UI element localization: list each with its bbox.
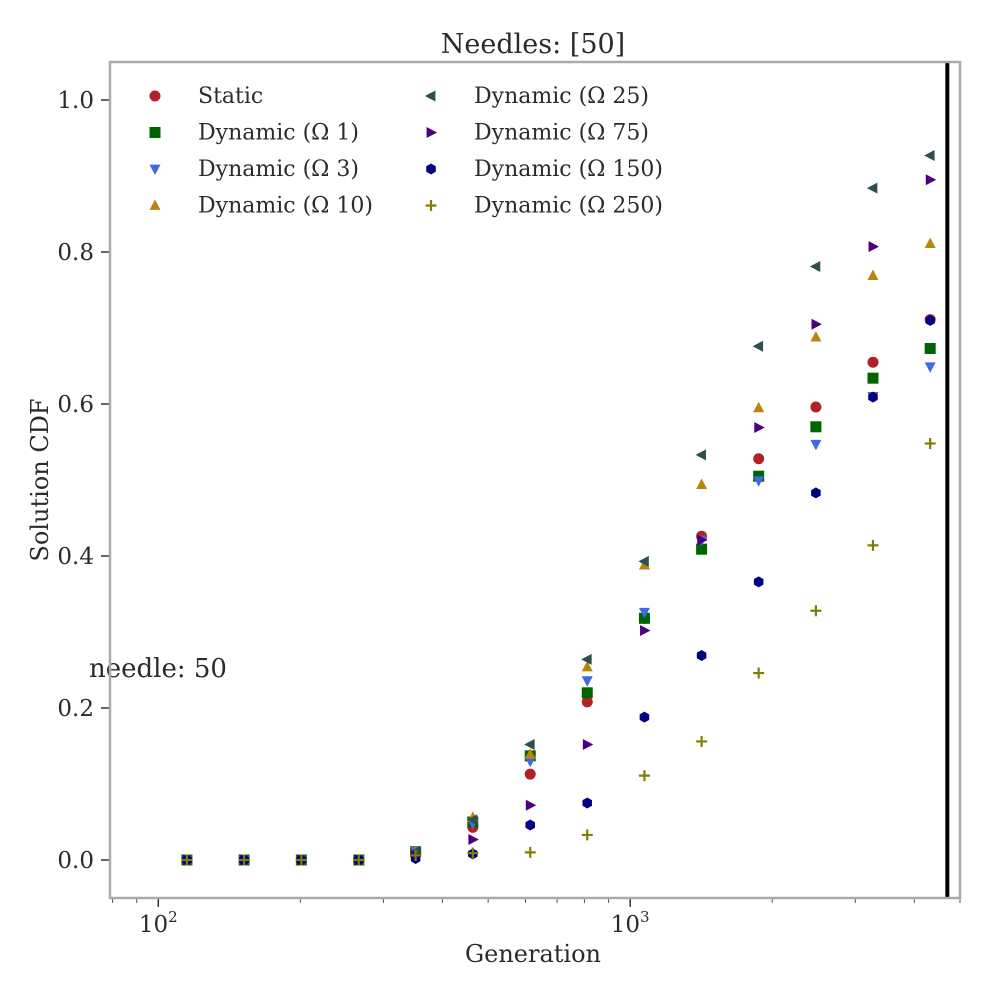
data-point-series-6 <box>925 174 937 186</box>
data-point-series-3 <box>924 362 936 373</box>
legend-label: Dynamic (Ω 250) <box>474 194 663 219</box>
data-point-series-4 <box>696 478 708 489</box>
data-point-series-7 <box>639 711 650 723</box>
legend-marker <box>149 90 161 102</box>
data-point-series-7 <box>925 314 935 326</box>
data-point-series-8 <box>581 829 593 841</box>
legend-marker <box>424 90 436 102</box>
x-tick-label: 103 <box>611 908 650 938</box>
y-tick-label: 0.6 <box>57 392 94 418</box>
chart-title: Needles: [50] <box>441 29 625 60</box>
y-tick-label: 0.0 <box>57 848 94 874</box>
legend-marker <box>426 163 436 175</box>
data-point-series-6 <box>468 833 479 845</box>
data-point-series-2 <box>753 470 765 482</box>
data-point-series-5 <box>581 653 592 665</box>
data-point-series-8 <box>467 847 479 859</box>
legend-marker <box>425 200 437 211</box>
data-point-series-7 <box>868 391 878 403</box>
data-point-series-6 <box>868 241 880 253</box>
data-point-series-4 <box>867 269 879 280</box>
data-point-series-2 <box>581 687 593 699</box>
legend-label: Dynamic (Ω 10) <box>198 194 373 219</box>
data-point-series-4 <box>753 401 765 413</box>
data-point-series-5 <box>638 555 649 567</box>
y-tick-label: 1.0 <box>57 88 94 114</box>
data-point-series-8 <box>524 846 536 858</box>
legend-marker <box>149 164 161 176</box>
needle-annotation: needle: 50 <box>89 654 227 684</box>
data-point-series-5 <box>866 182 878 194</box>
data-point-series-4 <box>524 748 536 759</box>
data-point-series-1 <box>810 401 822 413</box>
data-point-series-2 <box>696 543 708 555</box>
data-point-series-8 <box>867 539 879 551</box>
data-point-series-7 <box>696 650 707 662</box>
data-point-series-8 <box>638 770 650 782</box>
legend: Static Dynamic (Ω 1) Dynamic (Ω 3) Dynamic … <box>149 84 663 219</box>
data-point-series-8 <box>238 854 250 866</box>
data-point-series-7 <box>525 819 535 831</box>
data-point-series-2 <box>867 372 879 384</box>
data-point-series-6 <box>811 318 822 330</box>
data-point-series-1 <box>753 453 765 465</box>
data-point-series-4 <box>581 660 593 672</box>
data-point-series-3 <box>524 756 536 768</box>
data-point-series-8 <box>924 438 936 450</box>
y-tick-label: 0.8 <box>57 240 94 266</box>
data-point-series-7 <box>753 576 764 588</box>
legend-label: Dynamic (Ω 75) <box>474 121 649 146</box>
axis-ticks: 0.0 0.2 0.4 0.6 0.8 1.0 102 103 <box>57 88 961 938</box>
data-point-series-5 <box>924 149 935 161</box>
legend-marker <box>149 127 161 138</box>
data-point-series-6 <box>582 738 594 750</box>
x-axis-label: Generation <box>465 940 601 968</box>
data-point-series-3 <box>810 439 822 451</box>
x-tick-label: 102 <box>139 908 178 938</box>
legend-label: Static <box>198 84 263 109</box>
plot-frame <box>108 60 962 900</box>
data-point-series-5 <box>466 814 478 826</box>
y-tick-label: 0.2 <box>57 696 94 722</box>
data-point-series-1 <box>524 768 536 780</box>
data-points <box>180 149 937 867</box>
data-point-series-5 <box>524 738 535 750</box>
data-point-series-2 <box>638 612 650 624</box>
data-point-series-2 <box>810 421 822 433</box>
data-point-series-6 <box>640 624 651 636</box>
data-point-series-6 <box>754 422 765 434</box>
legend-marker <box>149 199 161 210</box>
data-point-series-3 <box>753 476 765 487</box>
data-point-series-6 <box>697 534 708 546</box>
data-point-series-8 <box>810 605 822 617</box>
data-point-series-7 <box>811 487 821 499</box>
data-point-series-4 <box>810 331 822 342</box>
y-axis-label: Solution CDF <box>26 398 54 561</box>
data-point-series-8 <box>696 735 708 747</box>
data-point-series-8 <box>295 854 307 866</box>
data-point-series-8 <box>753 667 765 679</box>
data-point-series-7 <box>582 797 593 809</box>
data-point-series-5 <box>752 340 764 352</box>
data-point-series-5 <box>695 449 707 461</box>
legend-label: Dynamic (Ω 25) <box>474 84 649 109</box>
legend-label: Dynamic (Ω 1) <box>198 121 359 146</box>
data-point-series-8 <box>410 849 422 861</box>
data-point-series-1 <box>581 696 593 708</box>
legend-marker <box>426 127 438 138</box>
data-point-series-1 <box>867 356 879 368</box>
data-point-series-5 <box>809 260 821 272</box>
data-point-series-3 <box>638 607 650 619</box>
data-point-series-6 <box>525 799 537 811</box>
data-point-series-2 <box>924 343 936 355</box>
data-point-series-8 <box>181 854 193 866</box>
legend-label: Dynamic (Ω 3) <box>198 157 359 182</box>
data-point-series-8 <box>353 854 365 866</box>
data-point-series-4 <box>924 237 936 249</box>
legend-label: Dynamic (Ω 150) <box>474 157 663 182</box>
data-point-series-3 <box>581 676 593 687</box>
y-tick-label: 0.4 <box>57 544 94 570</box>
